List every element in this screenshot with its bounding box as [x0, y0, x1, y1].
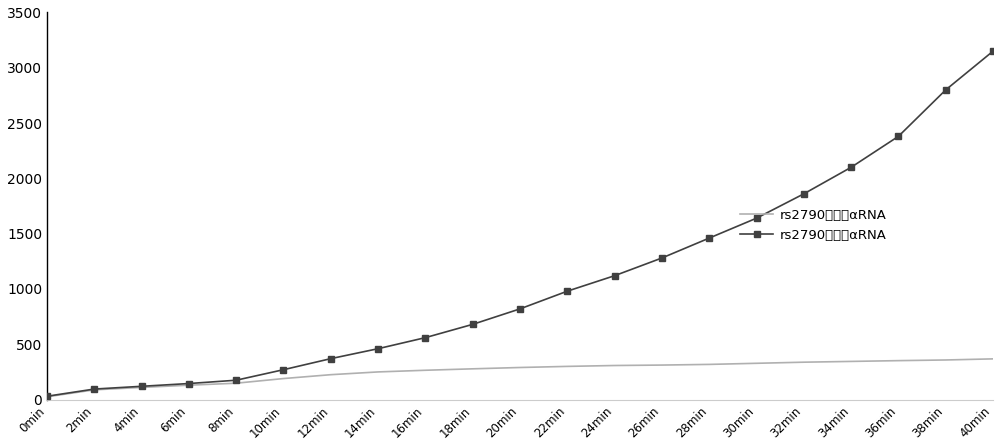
- rs2790突变型αRNA: [467, 322, 479, 327]
- rs2790突变型αRNA: [88, 386, 100, 392]
- rs2790野生型αRNA: [277, 376, 289, 381]
- rs2790野生型αRNA: [419, 367, 431, 373]
- rs2790野生型αRNA: [798, 359, 810, 365]
- rs2790突变型αRNA: [987, 48, 999, 54]
- rs2790野生型αRNA: [656, 363, 668, 368]
- rs2790野生型αRNA: [845, 359, 857, 364]
- rs2790突变型αRNA: [940, 87, 952, 93]
- rs2790野生型αRNA: [88, 387, 100, 392]
- rs2790突变型αRNA: [136, 384, 148, 389]
- rs2790突变型αRNA: [183, 381, 195, 386]
- rs2790突变型αRNA: [609, 273, 621, 278]
- rs2790野生型αRNA: [609, 363, 621, 368]
- rs2790野生型αRNA: [703, 362, 715, 367]
- Legend: rs2790野生型αRNA, rs2790突变型αRNA: rs2790野生型αRNA, rs2790突变型αRNA: [735, 203, 892, 247]
- rs2790突变型αRNA: [703, 236, 715, 241]
- rs2790突变型αRNA: [656, 255, 668, 261]
- rs2790野生型αRNA: [561, 364, 573, 369]
- rs2790突变型αRNA: [372, 346, 384, 351]
- rs2790突变型αRNA: [277, 367, 289, 372]
- rs2790野生型αRNA: [41, 394, 53, 400]
- rs2790突变型αRNA: [325, 356, 337, 361]
- rs2790野生型αRNA: [940, 357, 952, 363]
- rs2790野生型αRNA: [892, 358, 904, 363]
- rs2790野生型αRNA: [372, 369, 384, 375]
- rs2790野生型αRNA: [230, 380, 242, 386]
- rs2790突变型αRNA: [514, 306, 526, 312]
- rs2790野生型αRNA: [183, 383, 195, 388]
- rs2790突变型αRNA: [561, 288, 573, 294]
- rs2790突变型αRNA: [798, 191, 810, 197]
- rs2790突变型αRNA: [892, 134, 904, 139]
- rs2790突变型αRNA: [230, 378, 242, 383]
- rs2790野生型αRNA: [467, 366, 479, 371]
- rs2790突变型αRNA: [751, 215, 763, 221]
- Line: rs2790野生型αRNA: rs2790野生型αRNA: [47, 359, 993, 397]
- rs2790野生型αRNA: [987, 356, 999, 362]
- rs2790突变型αRNA: [41, 393, 53, 399]
- Line: rs2790突变型αRNA: rs2790突变型αRNA: [43, 48, 997, 400]
- rs2790野生型αRNA: [136, 385, 148, 390]
- rs2790野生型αRNA: [325, 372, 337, 377]
- rs2790突变型αRNA: [419, 335, 431, 340]
- rs2790野生型αRNA: [751, 361, 763, 366]
- rs2790野生型αRNA: [514, 365, 526, 370]
- rs2790突变型αRNA: [845, 164, 857, 170]
